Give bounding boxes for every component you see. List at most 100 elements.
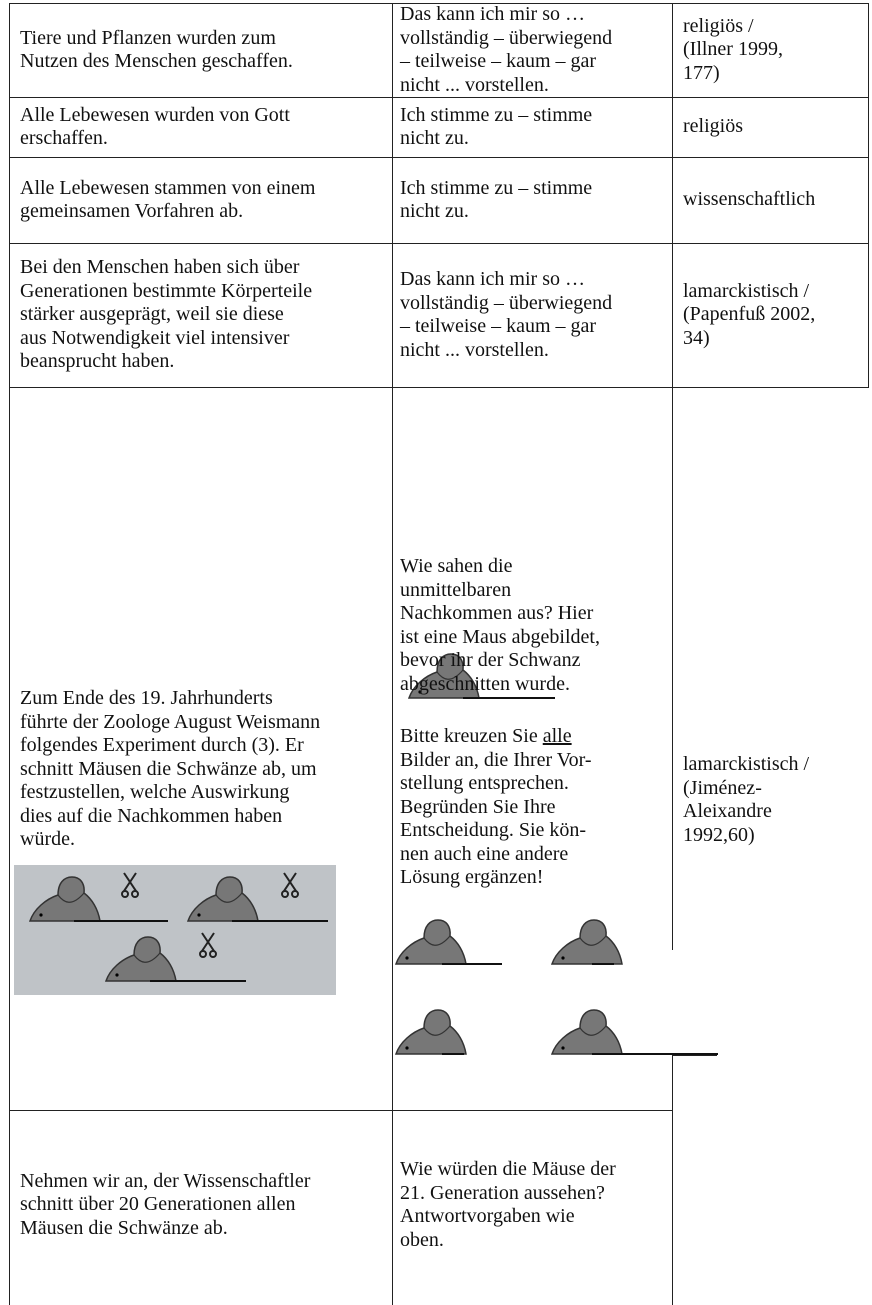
text-line: 1992,60) [683, 823, 755, 846]
category-cell: religiös [672, 97, 868, 157]
response-cell: Ich stimme zu – stimme nicht zu. [392, 97, 672, 157]
text-line: Tiere und Pflanzen wurden zum [20, 26, 276, 49]
text-line: nicht ... vorstellen. [400, 338, 549, 361]
text-line: Bilder an, die Ihrer Vor- [400, 748, 592, 771]
text-line: stärker ausgeprägt, weil sie diese [20, 303, 284, 326]
text-line: würde. [20, 828, 75, 850]
text-line: (Illner 1999, [683, 38, 783, 61]
text: Bitte kreuzen Sie [400, 725, 538, 747]
text-line: abgeschnitten wurde. [400, 672, 570, 695]
text-line: oben. [400, 1228, 444, 1251]
question-text: Wie sahen die unmittelbaren Nachkommen aus… [400, 555, 600, 696]
underlined-text: alle [542, 725, 572, 747]
text-line: ist eine Maus abgebildet, [400, 625, 600, 648]
border [9, 97, 869, 98]
text-line: vollständig – überwiegend [400, 26, 613, 49]
text-line: nen auch eine andere [400, 842, 569, 865]
text-line: schnitt Mäusen die Schwänze ab, um [20, 757, 317, 780]
category-cell: religiös / (Illner 1999, 177) [672, 3, 868, 97]
text-line: Generationen bestimmte Körperteile [20, 279, 313, 302]
text-line: 34) [683, 326, 710, 349]
image-panel [14, 865, 336, 995]
text-line: wissenschaftlich [683, 188, 816, 211]
border [392, 3, 393, 1305]
text-line: Zum Ende des 19. Jahrhunderts [20, 687, 273, 709]
text-line: Begründen Sie Ihre [400, 795, 556, 818]
statement-cell: Nehmen wir an, der Wissenschaftler schnit… [9, 1140, 392, 1270]
answer-mice-image [395, 919, 718, 1055]
text-line: Nutzen des Menschen geschaffen. [20, 50, 293, 72]
text-line: erschaffen. [20, 127, 108, 149]
category-cell: lamarckistisch / (Jiménez- Aleixandre 1992,… [672, 700, 868, 900]
text-line: beansprucht haben. [20, 350, 175, 373]
text-line: Bei den Menschen haben sich über [20, 256, 300, 279]
text-line: bevor ihr der Schwanz [400, 649, 581, 671]
statement-cell: Alle Lebewesen stammen von einem gemeinsa… [9, 157, 392, 243]
text-line: Aleixandre [683, 800, 772, 822]
text-line: stellung entsprechen. [400, 772, 569, 794]
text-line: Wie würden die Mäuse der [400, 1158, 616, 1180]
statement-cell: Bei den Menschen haben sich über Generati… [9, 243, 392, 387]
text-line: nicht zu. [400, 127, 469, 149]
text-line: dies auf die Nachkommen haben [20, 804, 283, 827]
instruction-text: Bitte kreuzen Sie alle Bilder an, die Ihr… [400, 725, 592, 890]
text-line: religiös / [683, 14, 754, 37]
text-line: Antwortvorgaben wie [400, 1205, 575, 1227]
text-line: schnitt über 20 Generationen allen [20, 1193, 296, 1216]
text-line: Ich stimme zu – stimme [400, 103, 593, 126]
text-line: vollständig – überwiegend [400, 291, 613, 314]
response-cell: Das kann ich mir so … vollständig – überw… [392, 3, 672, 97]
text-line: Nachkommen aus? Hier [400, 602, 594, 624]
text-line: (Papenfuß 2002, [683, 303, 816, 326]
text-line: nicht zu. [400, 200, 469, 222]
border [9, 157, 869, 158]
text-line: Mäusen die Schwänze ab. [20, 1216, 228, 1239]
text-line: Das kann ich mir so … [400, 3, 585, 25]
border [868, 3, 869, 387]
border [672, 3, 673, 950]
text-line: Alle Lebewesen stammen von einem [20, 176, 316, 199]
text-line: lamarckistisch / [683, 279, 810, 302]
border [9, 3, 10, 1305]
text-line: festzustellen, welche Auswirkung [20, 781, 290, 803]
border [9, 1110, 673, 1111]
text-line: (Jiménez- [683, 776, 762, 799]
text-line: unmittelbaren [400, 578, 512, 601]
border [9, 387, 869, 388]
text-line: gemeinsamen Vorfahren ab. [20, 200, 244, 222]
text-line: Nehmen wir an, der Wissenschaftler [20, 1169, 311, 1192]
border [672, 1055, 717, 1056]
border [9, 3, 869, 4]
statement-cell: Tiere und Pflanzen wurden zum Nutzen des … [9, 3, 392, 97]
text-line: 177) [683, 61, 720, 84]
text-line: nicht ... vorstellen. [400, 73, 549, 96]
text-line: lamarckistisch / [683, 753, 810, 775]
text-line: religiös [683, 115, 743, 138]
text-line: 21. Generation aussehen? [400, 1181, 605, 1204]
cut-mice-image [29, 872, 328, 982]
text-line: Entscheidung. Sie kön- [400, 819, 587, 841]
text-line: – teilweise – kaum – gar [400, 50, 597, 72]
statement-cell: Alle Lebewesen wurden von Gott erschaffen… [9, 97, 392, 157]
text-line: Ich stimme zu – stimme [400, 176, 593, 199]
response-cell: Das kann ich mir so … vollständig – überw… [392, 243, 672, 387]
response-cell: Ich stimme zu – stimme nicht zu. [392, 157, 672, 243]
text-line: führte der Zoologe August Weismann [20, 710, 321, 733]
text-line: Lösung ergänzen! [400, 866, 544, 888]
text-line: Bitte kreuzen Sie alle [400, 725, 592, 749]
text-line: – teilweise – kaum – gar [400, 315, 597, 337]
text-line: Wie sahen die [400, 555, 513, 577]
category-cell: wissenschaftlich [672, 157, 868, 243]
text-line: Das kann ich mir so … [400, 268, 585, 290]
response-cell: Wie würden die Mäuse der 21. Generation a… [392, 1140, 672, 1270]
text-line: Alle Lebewesen wurden von Gott [20, 103, 290, 126]
mouse-image [408, 653, 555, 699]
text-line: aus Notwendigkeit viel intensiver [20, 326, 290, 349]
text-line: folgendes Experiment durch (3). Er [20, 734, 304, 756]
border [672, 1055, 673, 1305]
statement-text: Zum Ende des 19. Jahrhunderts führte der … [20, 687, 320, 852]
border [9, 243, 869, 244]
category-cell: lamarckistisch / (Papenfuß 2002, 34) [672, 243, 868, 387]
